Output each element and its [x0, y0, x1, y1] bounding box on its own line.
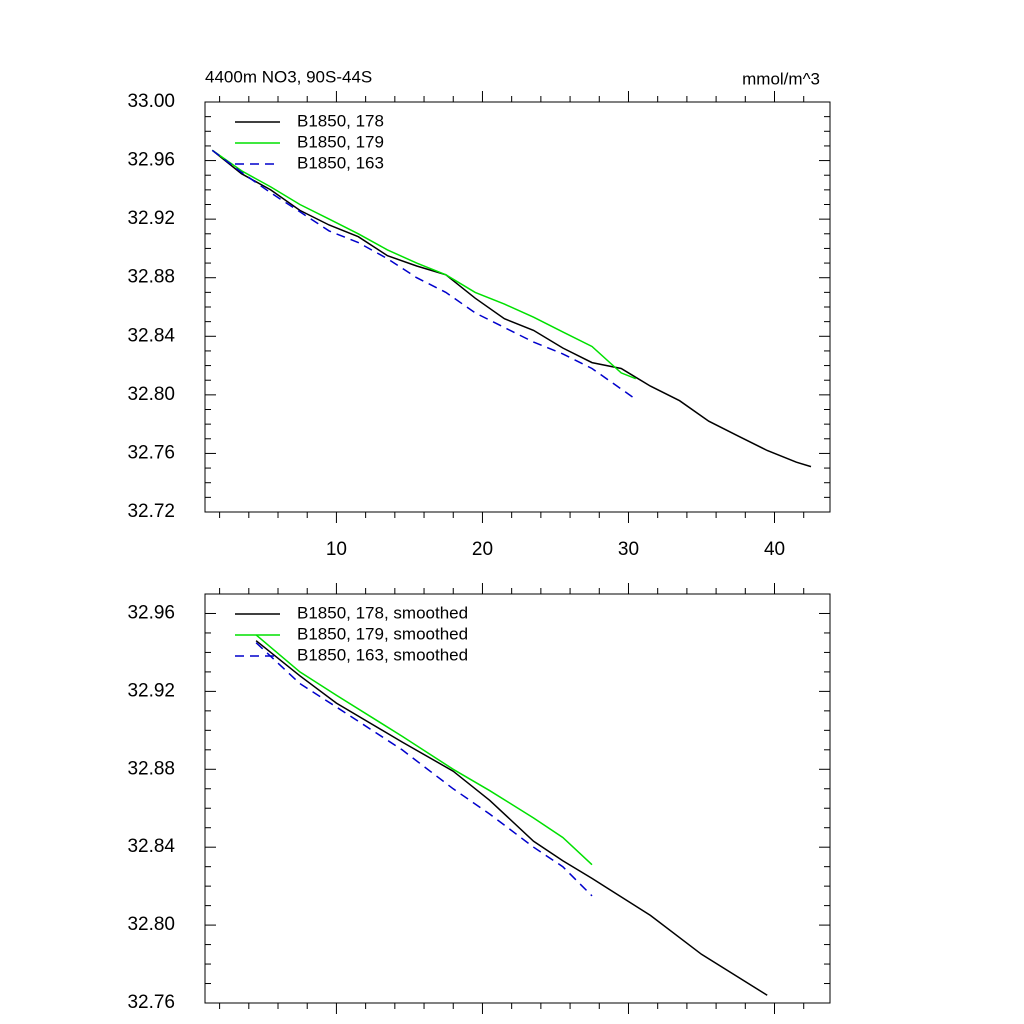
series-line [211, 149, 637, 380]
series-line [211, 149, 637, 400]
y-tick-label: 32.76 [127, 992, 175, 1013]
y-tick-label: 32.80 [127, 384, 175, 405]
legend-label: B1850, 178, smoothed [297, 603, 468, 622]
legend-label: B1850, 163, smoothed [297, 645, 468, 664]
y-tick-label: 32.96 [127, 602, 175, 623]
chart-title: 4400m NO3, 90S-44S [205, 67, 372, 86]
series-line [255, 640, 768, 996]
series-line [255, 634, 593, 866]
y-tick-label: 33.00 [127, 91, 175, 112]
y-tick-label: 32.76 [127, 442, 175, 463]
legend-label: B1850, 163 [297, 153, 384, 172]
units-label: mmol/m^3 [742, 69, 820, 88]
series-line [211, 149, 812, 468]
plot-frame [204, 593, 831, 1004]
y-tick-label: 32.88 [127, 758, 175, 779]
y-tick-label: 32.84 [127, 325, 175, 346]
x-tick-label: 20 [472, 539, 493, 560]
y-tick-label: 32.72 [127, 501, 175, 522]
y-tick-label: 32.80 [127, 914, 175, 935]
y-tick-label: 32.92 [127, 680, 175, 701]
y-tick-label: 32.84 [127, 836, 175, 857]
legend-label: B1850, 179 [297, 132, 384, 151]
x-tick-label: 30 [618, 539, 639, 560]
x-tick-label: 40 [764, 539, 785, 560]
series-line [255, 642, 593, 897]
legend-label: B1850, 179, smoothed [297, 624, 468, 643]
legend-label: B1850, 178 [297, 111, 384, 130]
y-tick-label: 32.92 [127, 208, 175, 229]
x-tick-label: 10 [326, 539, 347, 560]
y-tick-label: 32.96 [127, 150, 175, 171]
y-tick-label: 32.88 [127, 267, 175, 288]
